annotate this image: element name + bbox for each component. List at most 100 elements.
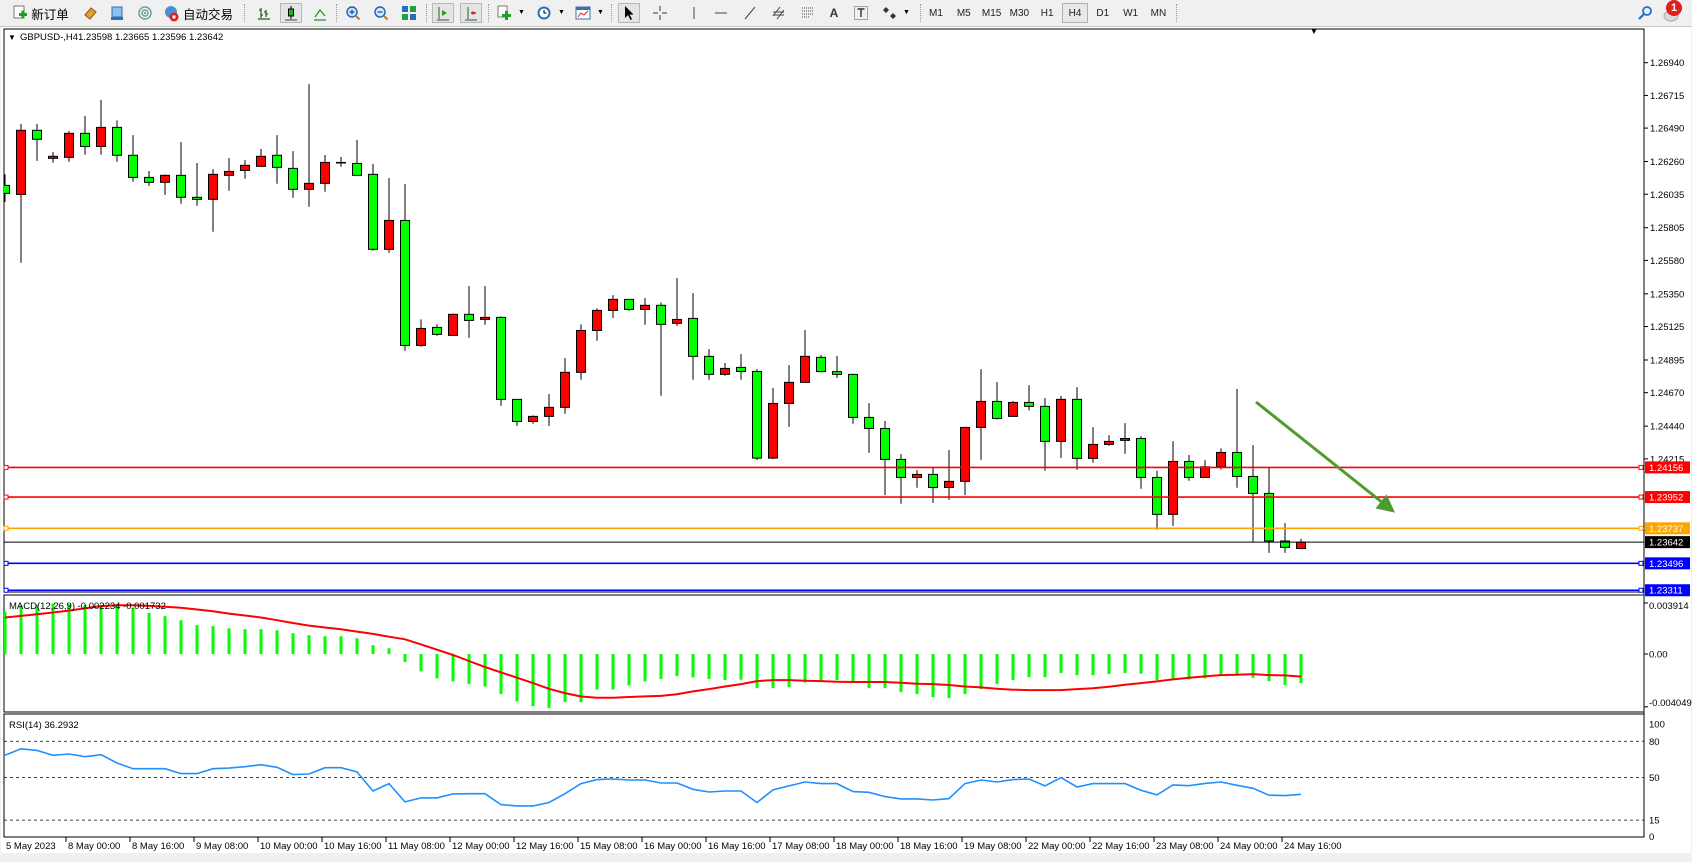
macd-bar [627,654,631,686]
candle-body [272,154,282,168]
candle-body [560,371,570,408]
macd-bar [99,604,103,654]
candle-body [688,317,698,357]
autotrade-button[interactable]: 自动交易 [160,3,236,23]
crosshair-button[interactable] [650,3,670,23]
search-button[interactable] [1635,3,1655,23]
zoom-in-button[interactable] [343,3,363,23]
text-button[interactable]: A [824,3,844,23]
macd-bar [691,654,695,678]
toolbar-separator [488,4,489,22]
symbol-menu-icon[interactable]: ▼ [8,33,16,42]
candle-body [128,154,138,178]
new-order-label: 新订单 [31,7,69,22]
candle-body [352,162,362,176]
templates-dropdown-icon[interactable]: ▼ [597,9,604,16]
bar-chart-button[interactable] [254,3,274,23]
text-label-button[interactable] [851,3,871,23]
candle [336,157,346,167]
time-tick-label: 17 May 08:00 [772,841,830,852]
level-handle[interactable] [1638,494,1644,500]
metaeditor-button[interactable] [80,3,100,23]
timeframe-m5-button[interactable]: M5 [956,7,971,19]
trendline-button[interactable] [740,3,760,23]
timeframe-h4-button[interactable]: H4 [1062,3,1088,23]
candle-body [800,355,810,383]
level-handle[interactable] [1638,560,1644,566]
autoscroll-button[interactable] [432,3,454,23]
timeframe-m1-button[interactable]: M1 [929,7,943,19]
periods-button[interactable] [534,3,554,23]
timeframe-h1-button[interactable]: H1 [1040,7,1054,19]
candle [864,403,874,453]
macd-bar [947,654,951,699]
level-price-box [1645,491,1690,504]
level-line[interactable]: 1.23642 [4,536,1690,549]
equidistant-channel-button[interactable] [769,3,789,23]
line-chart-button[interactable] [310,3,330,23]
zoom-out-button[interactable] [371,3,391,23]
level-handle[interactable] [3,494,9,500]
macd-bar [147,612,151,654]
level-line[interactable]: 1.23737 [3,522,1690,535]
level-handle[interactable] [3,525,9,531]
level-line[interactable]: 1.23952 [3,491,1690,504]
candle [272,135,282,184]
candle [112,120,122,162]
horizontal-line-button[interactable] [711,3,731,23]
time-tick-label: 8 May 16:00 [132,841,184,852]
level-handle[interactable] [1638,525,1644,531]
level-line[interactable]: 1.24156 [3,461,1690,474]
timeframe-w1-button[interactable]: W1 [1123,7,1139,19]
timeframe-mn-button[interactable]: MN [1150,7,1167,19]
trend-arrow[interactable] [1255,400,1396,513]
candle [768,388,778,460]
candle [672,278,682,326]
candle-body [832,371,842,375]
level-handle[interactable] [3,464,9,470]
candle [816,355,826,373]
level-handle[interactable] [3,587,9,593]
macd-bar [755,654,759,689]
arrows-button[interactable] [880,3,900,23]
level-line[interactable]: 1.23496 [3,557,1690,570]
candle [64,131,74,162]
timeframe-m30-button[interactable]: M30 [1009,7,1030,19]
candle [432,324,442,336]
candle [560,358,570,414]
indicators-dropdown-icon[interactable]: ▼ [518,9,525,16]
macd-bar [1043,654,1047,678]
rsi-tick-label: 0 [1649,832,1654,843]
macd-bar [1075,654,1079,676]
chart-shift-marker-icon[interactable]: ▼ [1310,27,1318,36]
signals-button[interactable] [135,3,155,23]
indicators-button[interactable] [494,3,514,23]
cursor-icon [625,6,634,20]
level-handle[interactable] [1638,464,1644,470]
macd-bar [723,654,727,681]
candlestick-button[interactable] [280,3,302,23]
level-line[interactable]: 1.23311 [3,584,1690,597]
cursor-button[interactable] [618,3,640,23]
candle [240,160,250,179]
new-order-button[interactable]: 新订单 [8,3,74,23]
navigator-button[interactable] [107,3,127,23]
candle [1120,423,1130,454]
candle-body [848,373,858,418]
level-handle[interactable] [1638,587,1644,593]
chart-shift-button[interactable] [460,3,482,23]
arrows-dropdown-icon[interactable]: ▼ [903,9,910,16]
timeframe-m15-button[interactable]: M15 [981,7,1002,19]
level-handle[interactable] [3,560,9,566]
price-tick-label: 1.25805 [1650,223,1684,234]
fibonacci-button[interactable] [798,3,818,23]
candle-body [1216,451,1226,468]
vertical-line-button[interactable] [684,3,704,23]
tile-windows-icon [402,6,416,20]
periods-dropdown-icon[interactable]: ▼ [558,9,565,16]
templates-button[interactable] [573,3,593,23]
price-tick-label: 1.24215 [1650,454,1684,465]
tile-windows-button[interactable] [399,3,419,23]
timeframe-d1-button[interactable]: D1 [1096,7,1110,19]
